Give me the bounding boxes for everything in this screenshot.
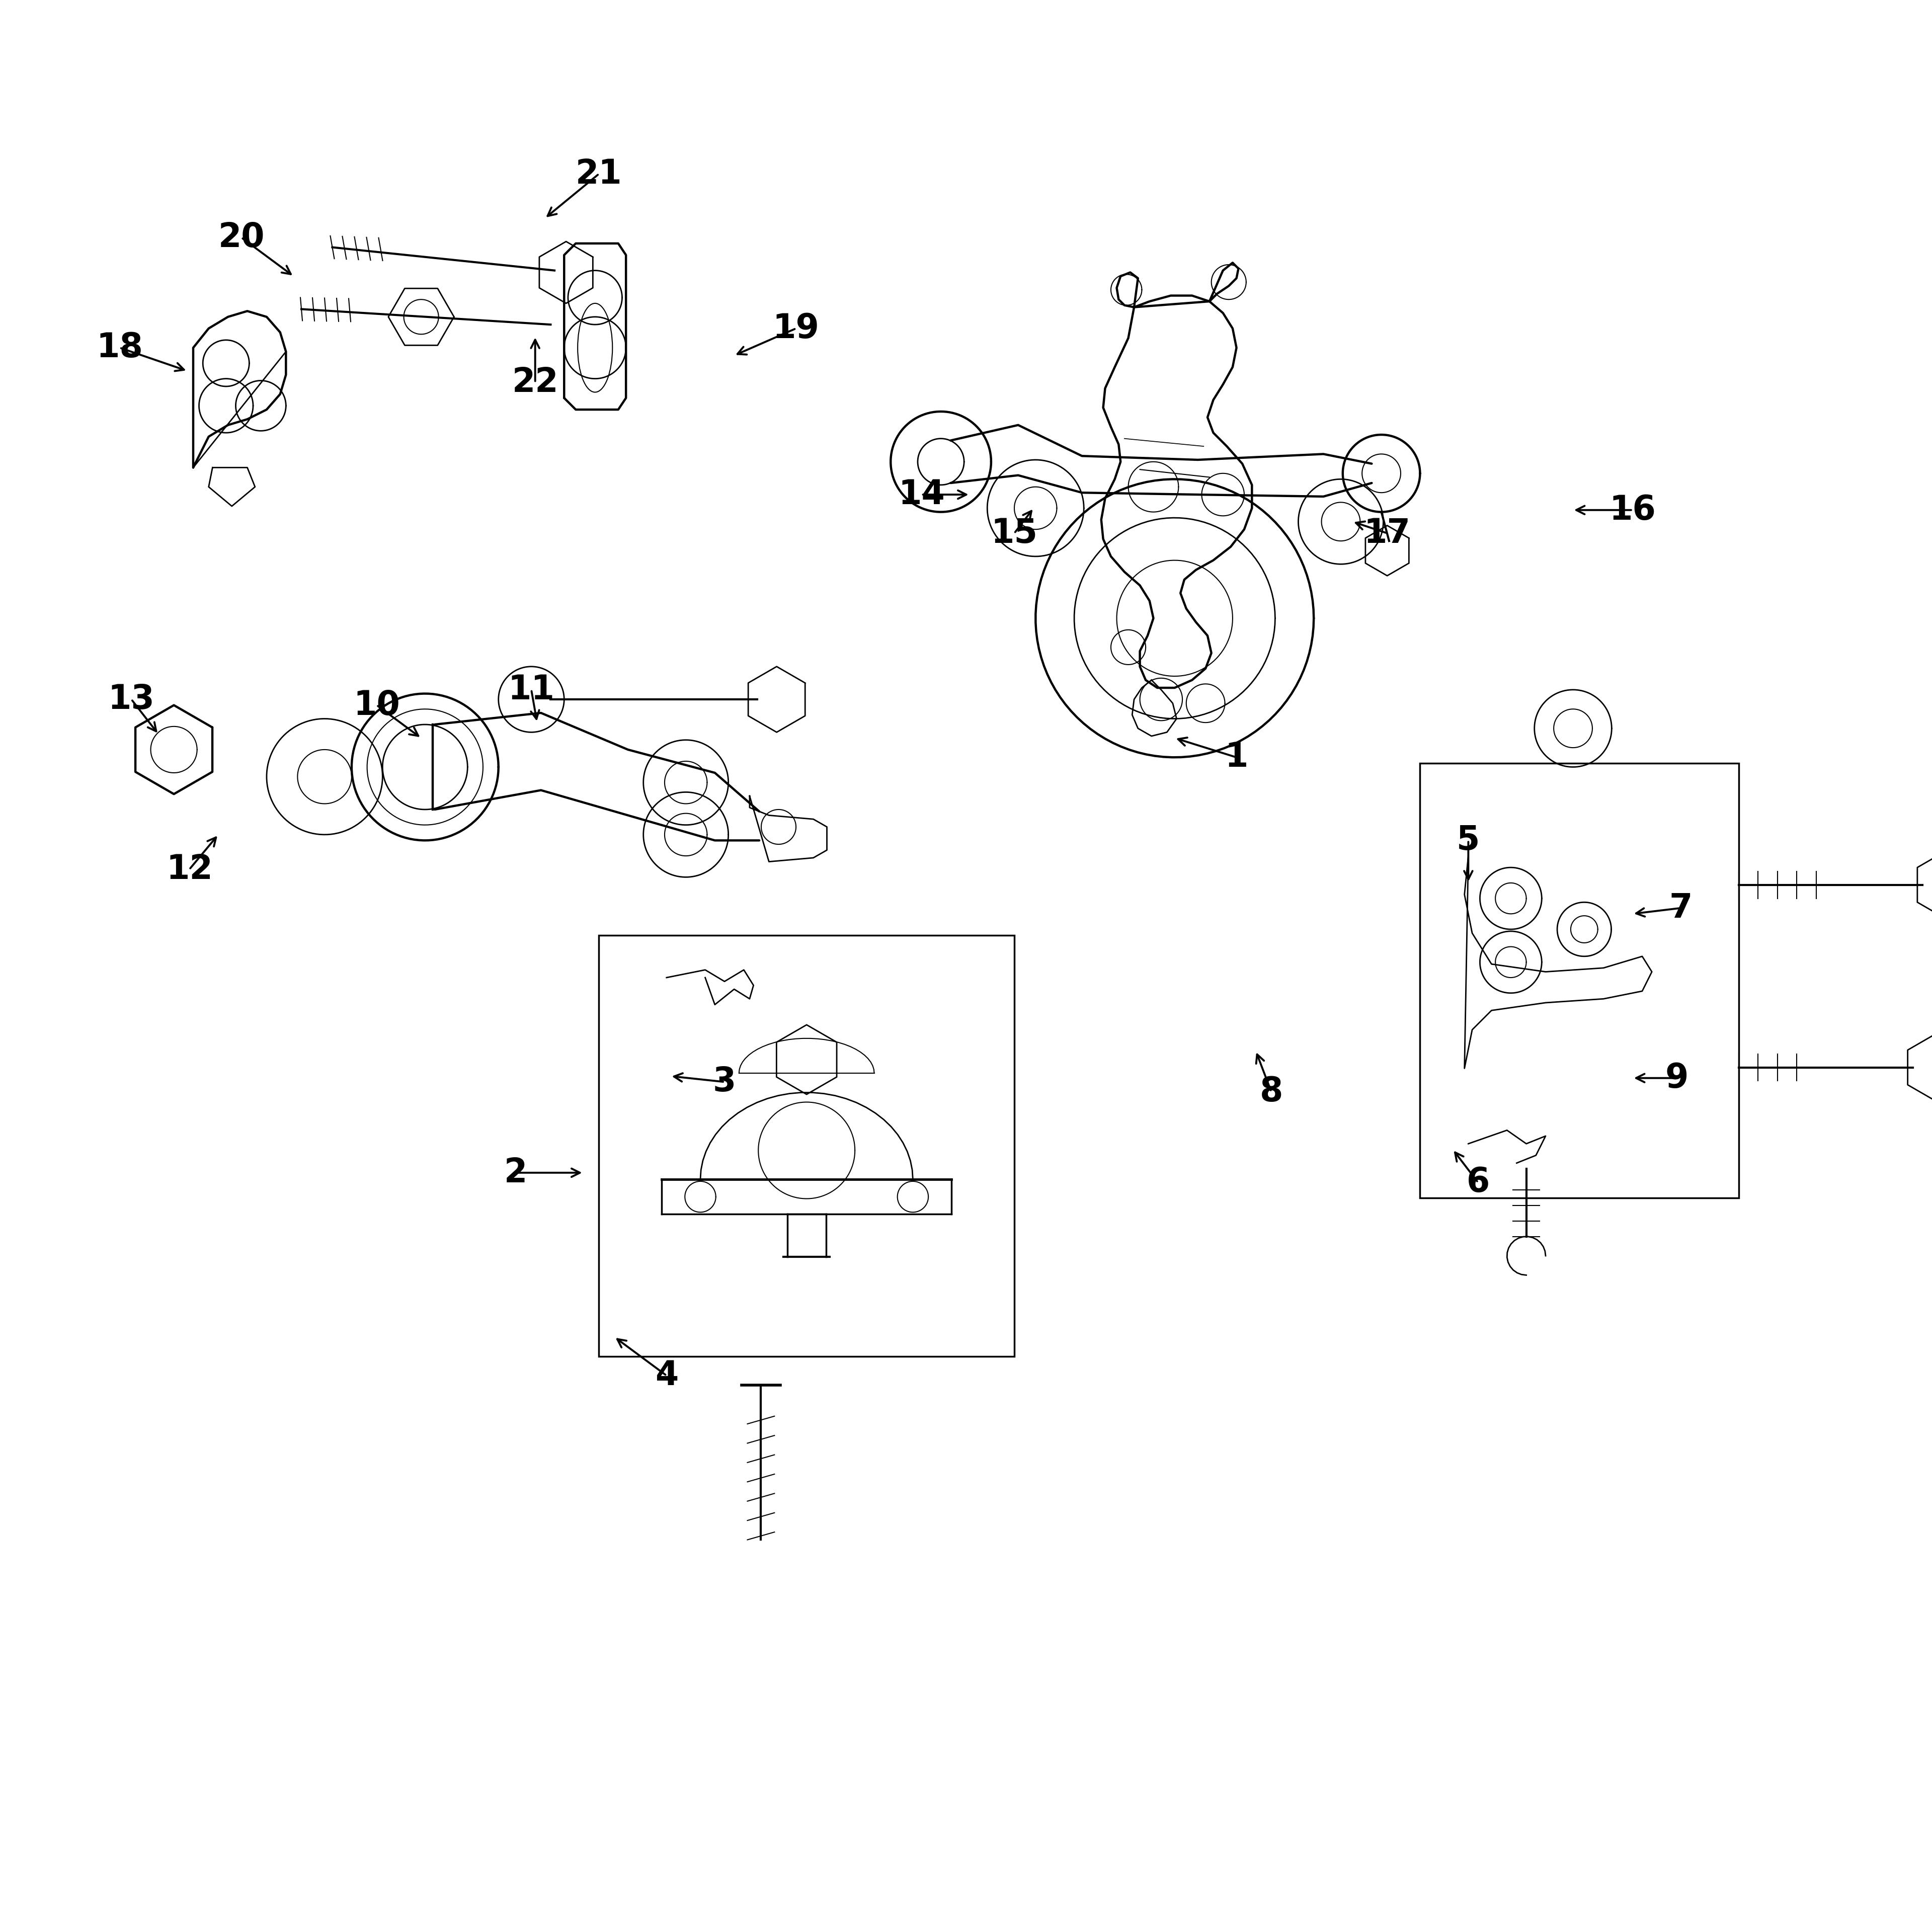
Text: 17: 17 (1364, 516, 1410, 551)
Text: 20: 20 (218, 220, 265, 255)
Text: 19: 19 (773, 311, 819, 346)
Text: 2: 2 (504, 1155, 527, 1190)
Text: 10: 10 (354, 688, 400, 723)
Text: 7: 7 (1669, 891, 1692, 925)
Text: 5: 5 (1457, 823, 1480, 858)
Text: 4: 4 (655, 1358, 678, 1393)
Bar (599, 935, 1014, 1356)
Text: 14: 14 (898, 477, 945, 512)
Text: 18: 18 (97, 330, 143, 365)
Text: 3: 3 (713, 1065, 736, 1099)
Text: 13: 13 (108, 682, 155, 717)
Text: 11: 11 (508, 672, 554, 707)
Text: 8: 8 (1260, 1074, 1283, 1109)
Text: 21: 21 (576, 156, 622, 191)
Text: 1: 1 (1225, 740, 1248, 775)
Text: 15: 15 (991, 516, 1037, 551)
Text: 16: 16 (1609, 493, 1656, 527)
Text: 9: 9 (1665, 1061, 1689, 1095)
Bar (1420, 763, 1739, 1198)
Text: 12: 12 (166, 852, 213, 887)
Text: 22: 22 (512, 365, 558, 400)
Text: 6: 6 (1466, 1165, 1490, 1200)
